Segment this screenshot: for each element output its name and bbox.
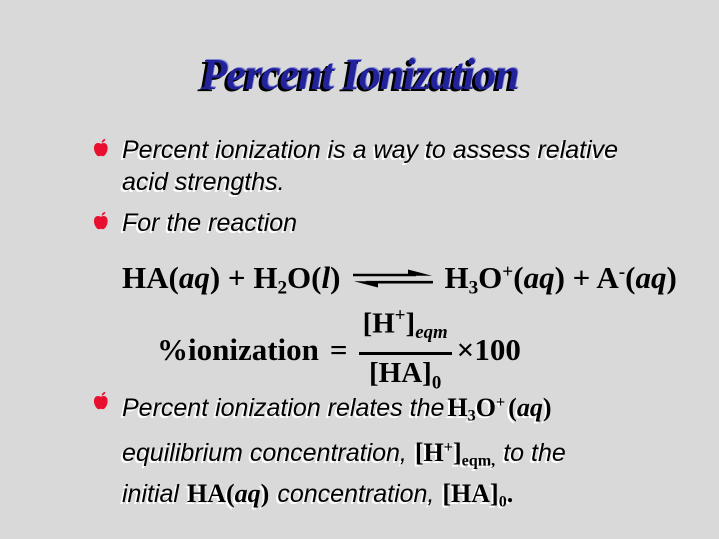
slide-title: Percent Ionization <box>200 50 519 99</box>
bullet3-line3: initial HA(aq) concentration, [HA]0. <box>122 478 514 511</box>
bullet1-line1: Percent ionization is a way to assess re… <box>122 136 619 164</box>
formula-multiplier: ×100 <box>456 331 521 367</box>
bullet3-line2: equilibrium concentration, [H+]eqm, to the <box>122 438 566 470</box>
eq-products: H3O+(aq) + A-(aq) <box>444 259 677 298</box>
bullet2-line1: For the reaction <box>122 209 298 237</box>
apple-bullet-icon <box>92 391 110 411</box>
equilibrium-arrows-icon <box>352 259 434 299</box>
chemical-equation: HA(aq) + H2O(l) H3O+(aq) + A-(aq) <box>122 252 677 308</box>
fraction-bar <box>358 351 452 355</box>
bullet-text: For the reaction <box>122 207 297 239</box>
fraction-denominator: [HA]0 <box>368 356 442 394</box>
bullet-text: Percent ionization is a way to assess re… <box>122 134 618 198</box>
h3o-plus-aq-math: H3O+ (aq) <box>447 392 552 425</box>
ha-aq-math: HA(aq) <box>186 478 270 508</box>
fraction-numerator: [H+]eqm <box>362 305 448 343</box>
percent-ionization-formula: %ionization = [H+]eqm [HA]0 ×100 <box>157 299 521 401</box>
bullet1-line2: acid strengths. <box>122 168 285 196</box>
bullet-text: Percent ionization relates the H3O+ (aq) e… <box>122 387 566 518</box>
equals-sign: = <box>329 331 348 367</box>
bullet3-line1: Percent ionization relates the H3O+ (aq) <box>122 392 552 425</box>
ha-0-math: [HA]0. <box>442 478 514 511</box>
h-plus-eqm-math: [H+]eqm, <box>414 438 496 470</box>
bullet-item-2: For the reaction <box>92 207 689 239</box>
apple-bullet-icon <box>92 138 110 158</box>
eq-reactant: HA(aq) + H2O(l) <box>122 259 341 298</box>
bullet-item-1: Percent ionization is a way to assess re… <box>92 134 689 198</box>
apple-bullet-icon <box>92 211 110 231</box>
bullet-item-3: Percent ionization relates the H3O+ (aq) e… <box>92 387 689 518</box>
fraction: [H+]eqm [HA]0 <box>358 299 452 401</box>
formula-lhs: %ionization <box>157 331 319 367</box>
